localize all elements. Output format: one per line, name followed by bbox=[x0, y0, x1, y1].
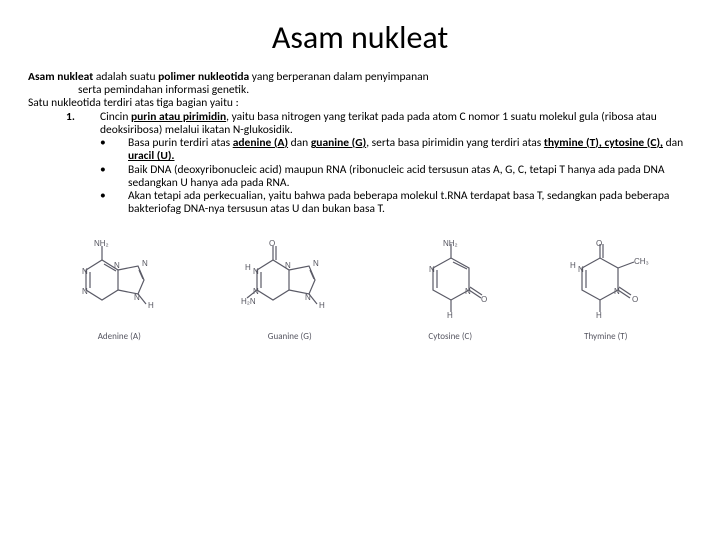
cytosine-structure-icon: NH₂ N N O H bbox=[405, 238, 495, 328]
adenine-structure-icon: NH₂ N N N N N H bbox=[64, 238, 174, 328]
molecule-row: NH₂ N N N N N H Adenine (A) bbox=[28, 238, 692, 342]
text: Cincin bbox=[100, 110, 131, 124]
svg-text:H: H bbox=[245, 263, 251, 272]
text: dan bbox=[663, 136, 683, 150]
molecule-thymine: O N N O CH₃ H H Thymine (T) bbox=[556, 238, 656, 342]
bullet-3: • Akan tetapi ada perkecualian, yaitu ba… bbox=[100, 190, 692, 216]
list-number: 1. bbox=[66, 111, 100, 137]
svg-text:N: N bbox=[429, 265, 435, 274]
bullet-text: Akan tetapi ada perkecualian, yaitu bahw… bbox=[128, 190, 692, 216]
text: Basa purin terdiri atas bbox=[128, 136, 233, 150]
text: , serta basa pirimidin yang terdiri atas bbox=[366, 136, 544, 150]
thymine-structure-icon: O N N O CH₃ H H bbox=[556, 238, 656, 328]
svg-text:N: N bbox=[285, 261, 291, 270]
content: Asam nukleat adalah suatu polimer nukleo… bbox=[28, 71, 692, 216]
page-title: Asam nukleat bbox=[28, 18, 692, 57]
svg-text:N: N bbox=[465, 287, 471, 296]
svg-text:N: N bbox=[82, 287, 88, 296]
guanine-structure-icon: O H₂N N N N N N H H bbox=[235, 238, 345, 328]
svg-text:H: H bbox=[570, 261, 576, 270]
molecule-label: Guanine (G) bbox=[268, 331, 312, 342]
text: dan bbox=[288, 136, 311, 150]
svg-text:H: H bbox=[319, 301, 325, 310]
svg-text:N: N bbox=[134, 293, 140, 302]
molecule-label: Adenine (A) bbox=[98, 331, 141, 342]
bullet-1: • Basa purin terdiri atas adenine (A) da… bbox=[100, 137, 692, 163]
term-adenine: adenine (A) bbox=[233, 136, 288, 150]
svg-text:H: H bbox=[148, 301, 154, 310]
list-text: Cincin purin atau pirimidin, yaitu basa … bbox=[100, 111, 692, 137]
molecule-guanine: O H₂N N N N N N H H Guanine (G) bbox=[235, 238, 345, 342]
bullet-text: Baik DNA (deoxyribonucleic acid) maupun … bbox=[128, 164, 692, 190]
term-guanine: guanine (G) bbox=[311, 136, 366, 150]
svg-text:N: N bbox=[313, 259, 319, 268]
molecule-adenine: NH₂ N N N N N H Adenine (A) bbox=[64, 238, 174, 342]
svg-text:O: O bbox=[596, 239, 602, 248]
term-purin-pirimidin: purin atau pirimidin bbox=[131, 110, 226, 124]
text: adalah suatu bbox=[93, 70, 158, 84]
bullet-2: • Baik DNA (deoxyribonucleic acid) maupu… bbox=[100, 164, 692, 190]
bullet-text: Basa purin terdiri atas adenine (A) dan … bbox=[128, 137, 692, 163]
paragraph-1: Asam nukleat adalah suatu polimer nukleo… bbox=[28, 71, 692, 97]
svg-text:H: H bbox=[447, 311, 453, 320]
molecule-label: Cytosine (C) bbox=[428, 331, 472, 342]
svg-text:O: O bbox=[481, 295, 487, 304]
svg-text:N: N bbox=[253, 267, 259, 276]
svg-text:CH₃: CH₃ bbox=[634, 257, 649, 266]
svg-text:O: O bbox=[269, 239, 275, 248]
term-polimer: polimer nukleotida bbox=[158, 70, 249, 84]
svg-text:NH₂: NH₂ bbox=[443, 239, 458, 248]
bullet-marker: • bbox=[100, 164, 128, 190]
term-thymine-cytosine: thymine (T), cytosine (C), bbox=[544, 136, 663, 150]
bullet-marker: • bbox=[100, 190, 128, 216]
molecule-cytosine: NH₂ N N O H Cytosine (C) bbox=[405, 238, 495, 342]
list-item-1: 1. Cincin purin atau pirimidin, yaitu ba… bbox=[28, 111, 692, 137]
svg-text:N: N bbox=[578, 265, 584, 274]
svg-text:O: O bbox=[632, 295, 638, 304]
svg-text:N: N bbox=[305, 293, 311, 302]
svg-text:N: N bbox=[253, 287, 259, 296]
svg-text:N: N bbox=[114, 261, 120, 270]
svg-text:N: N bbox=[142, 259, 148, 268]
term-uracil: uracil (U). bbox=[128, 149, 175, 163]
bullet-marker: • bbox=[100, 137, 128, 163]
bullet-list: • Basa purin terdiri atas adenine (A) da… bbox=[28, 137, 692, 216]
svg-text:NH₂: NH₂ bbox=[94, 239, 109, 248]
svg-text:H: H bbox=[596, 311, 602, 320]
term-asam-nukleat: Asam nukleat bbox=[28, 70, 93, 84]
svg-text:H₂N: H₂N bbox=[241, 297, 256, 306]
svg-text:N: N bbox=[614, 287, 620, 296]
text: yang berperanan dalam penyimpanan bbox=[249, 70, 428, 84]
svg-text:N: N bbox=[82, 267, 88, 276]
molecule-label: Thymine (T) bbox=[584, 331, 627, 342]
